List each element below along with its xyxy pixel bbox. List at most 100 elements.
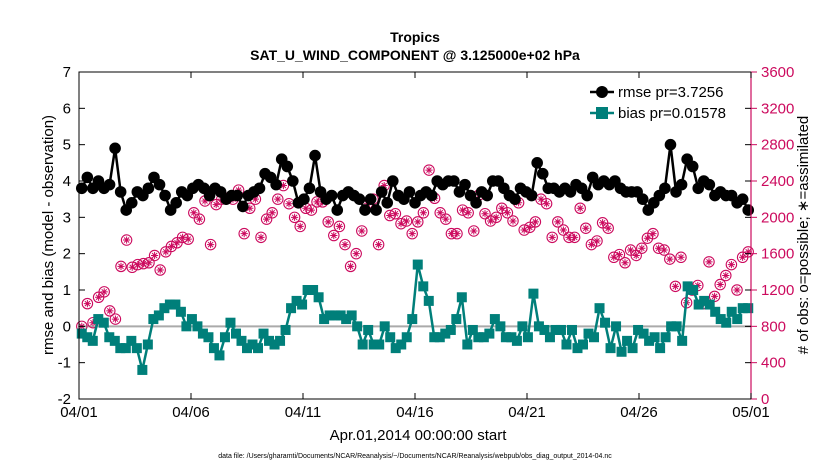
rmse-point [142, 182, 155, 195]
obs-assimilated-point [128, 263, 136, 271]
bias-point [660, 332, 671, 343]
bias-point [142, 339, 153, 350]
rmse-point [636, 193, 649, 205]
obs-assimilated-point [632, 251, 640, 260]
obs-assimilated-point [397, 220, 405, 228]
bias-point [126, 335, 137, 346]
rmse-point [159, 189, 171, 202]
obs-assimilated-point [167, 242, 175, 250]
rmse-point [309, 149, 321, 162]
rmse-point [237, 200, 249, 213]
bias-point [506, 332, 517, 343]
obs-assimilated-point [201, 197, 209, 205]
obs-possible-point [664, 253, 676, 265]
y-right-tick-label: 3200 [761, 100, 794, 117]
obs-possible-point [120, 234, 133, 246]
obs-assimilated-point [313, 198, 321, 206]
y-right-tick-label: 400 [761, 355, 786, 372]
obs-assimilated-point [358, 227, 366, 235]
rmse-point [742, 204, 755, 216]
bias-point [478, 332, 489, 343]
obs-possible-point [591, 235, 603, 247]
obs-assimilated-point [139, 260, 147, 268]
rmse-point [470, 197, 482, 209]
rmse-point [736, 193, 749, 205]
bias-point [181, 321, 192, 332]
obs-assimilated-point [380, 181, 388, 190]
rmse-point [536, 167, 549, 180]
rmse-point [370, 204, 382, 216]
rmse-point [114, 186, 127, 198]
obs-assimilated-point [83, 300, 91, 308]
obs-possible-point [266, 207, 278, 219]
bias-point [655, 343, 666, 354]
bias-point [385, 332, 396, 343]
bias-point [368, 339, 379, 350]
obs-assimilated-point [520, 226, 528, 234]
obs-assimilated-point [89, 319, 97, 327]
bias-point [484, 328, 495, 339]
obs-assimilated-point [207, 240, 215, 249]
x-tick-label: 04/26 [620, 404, 658, 421]
obs-possible-point [406, 227, 418, 240]
bias-point [214, 350, 225, 361]
bias-point [76, 328, 87, 339]
bias-point [544, 332, 555, 343]
bias-point [611, 321, 622, 332]
obs-possible-point [272, 193, 284, 205]
bias-point [594, 303, 605, 314]
rmse-point [109, 142, 121, 155]
bias-point [677, 335, 688, 346]
bias-point [203, 332, 214, 343]
bias-point [148, 314, 159, 325]
obs-assimilated-point [414, 218, 422, 226]
legend-box [586, 80, 744, 124]
obs-assimilated-point [391, 210, 399, 218]
bias-point [319, 314, 330, 325]
obs-possible-point [255, 231, 267, 244]
bias-point [115, 343, 126, 354]
bias-point [721, 317, 732, 328]
bias-point [462, 339, 473, 350]
obs-assimilated-point [587, 240, 595, 249]
y-right-axis-label: # of obs: o=possible; ∗=assimilated [795, 116, 812, 355]
bias-point [743, 303, 754, 314]
bias-point [164, 299, 175, 310]
obs-assimilated-point [660, 246, 668, 254]
bias-point [578, 339, 588, 350]
obs-possible-point [501, 207, 514, 219]
rmse-point [481, 189, 493, 202]
obs-possible-point [154, 264, 166, 276]
bias-point [572, 343, 583, 354]
bias-point [418, 281, 429, 292]
bias-point [247, 339, 258, 350]
bias-point [308, 285, 319, 295]
rmse-point [253, 182, 266, 195]
rmse-point [403, 186, 416, 198]
obs-possible-point [350, 247, 362, 260]
bias-point [192, 321, 203, 332]
x-tick-label: 05/01 [732, 404, 770, 421]
bias-point [104, 332, 115, 343]
bias-point [682, 281, 693, 292]
obs-assimilated-point [733, 286, 741, 294]
chart-title: Tropics [390, 29, 440, 45]
bias-point [638, 328, 649, 339]
obs-possible-point [417, 207, 430, 219]
bias-point [445, 324, 456, 335]
bias-point [589, 332, 600, 343]
x-axis-label: Apr.01,2014 00:00:00 start [330, 427, 508, 444]
bias-point [429, 332, 440, 343]
obs-possible-point [204, 238, 217, 251]
obs-possible-point [104, 305, 116, 317]
bias-point [258, 328, 269, 339]
bias-point [495, 321, 506, 332]
obs-assimilated-point [727, 260, 735, 269]
obs-assimilated-point [638, 244, 646, 252]
rmse-point [153, 178, 166, 191]
bias-point [644, 335, 655, 346]
obs-assimilated-point [324, 218, 332, 226]
bias-point [159, 303, 170, 314]
rmse-point [381, 197, 394, 209]
